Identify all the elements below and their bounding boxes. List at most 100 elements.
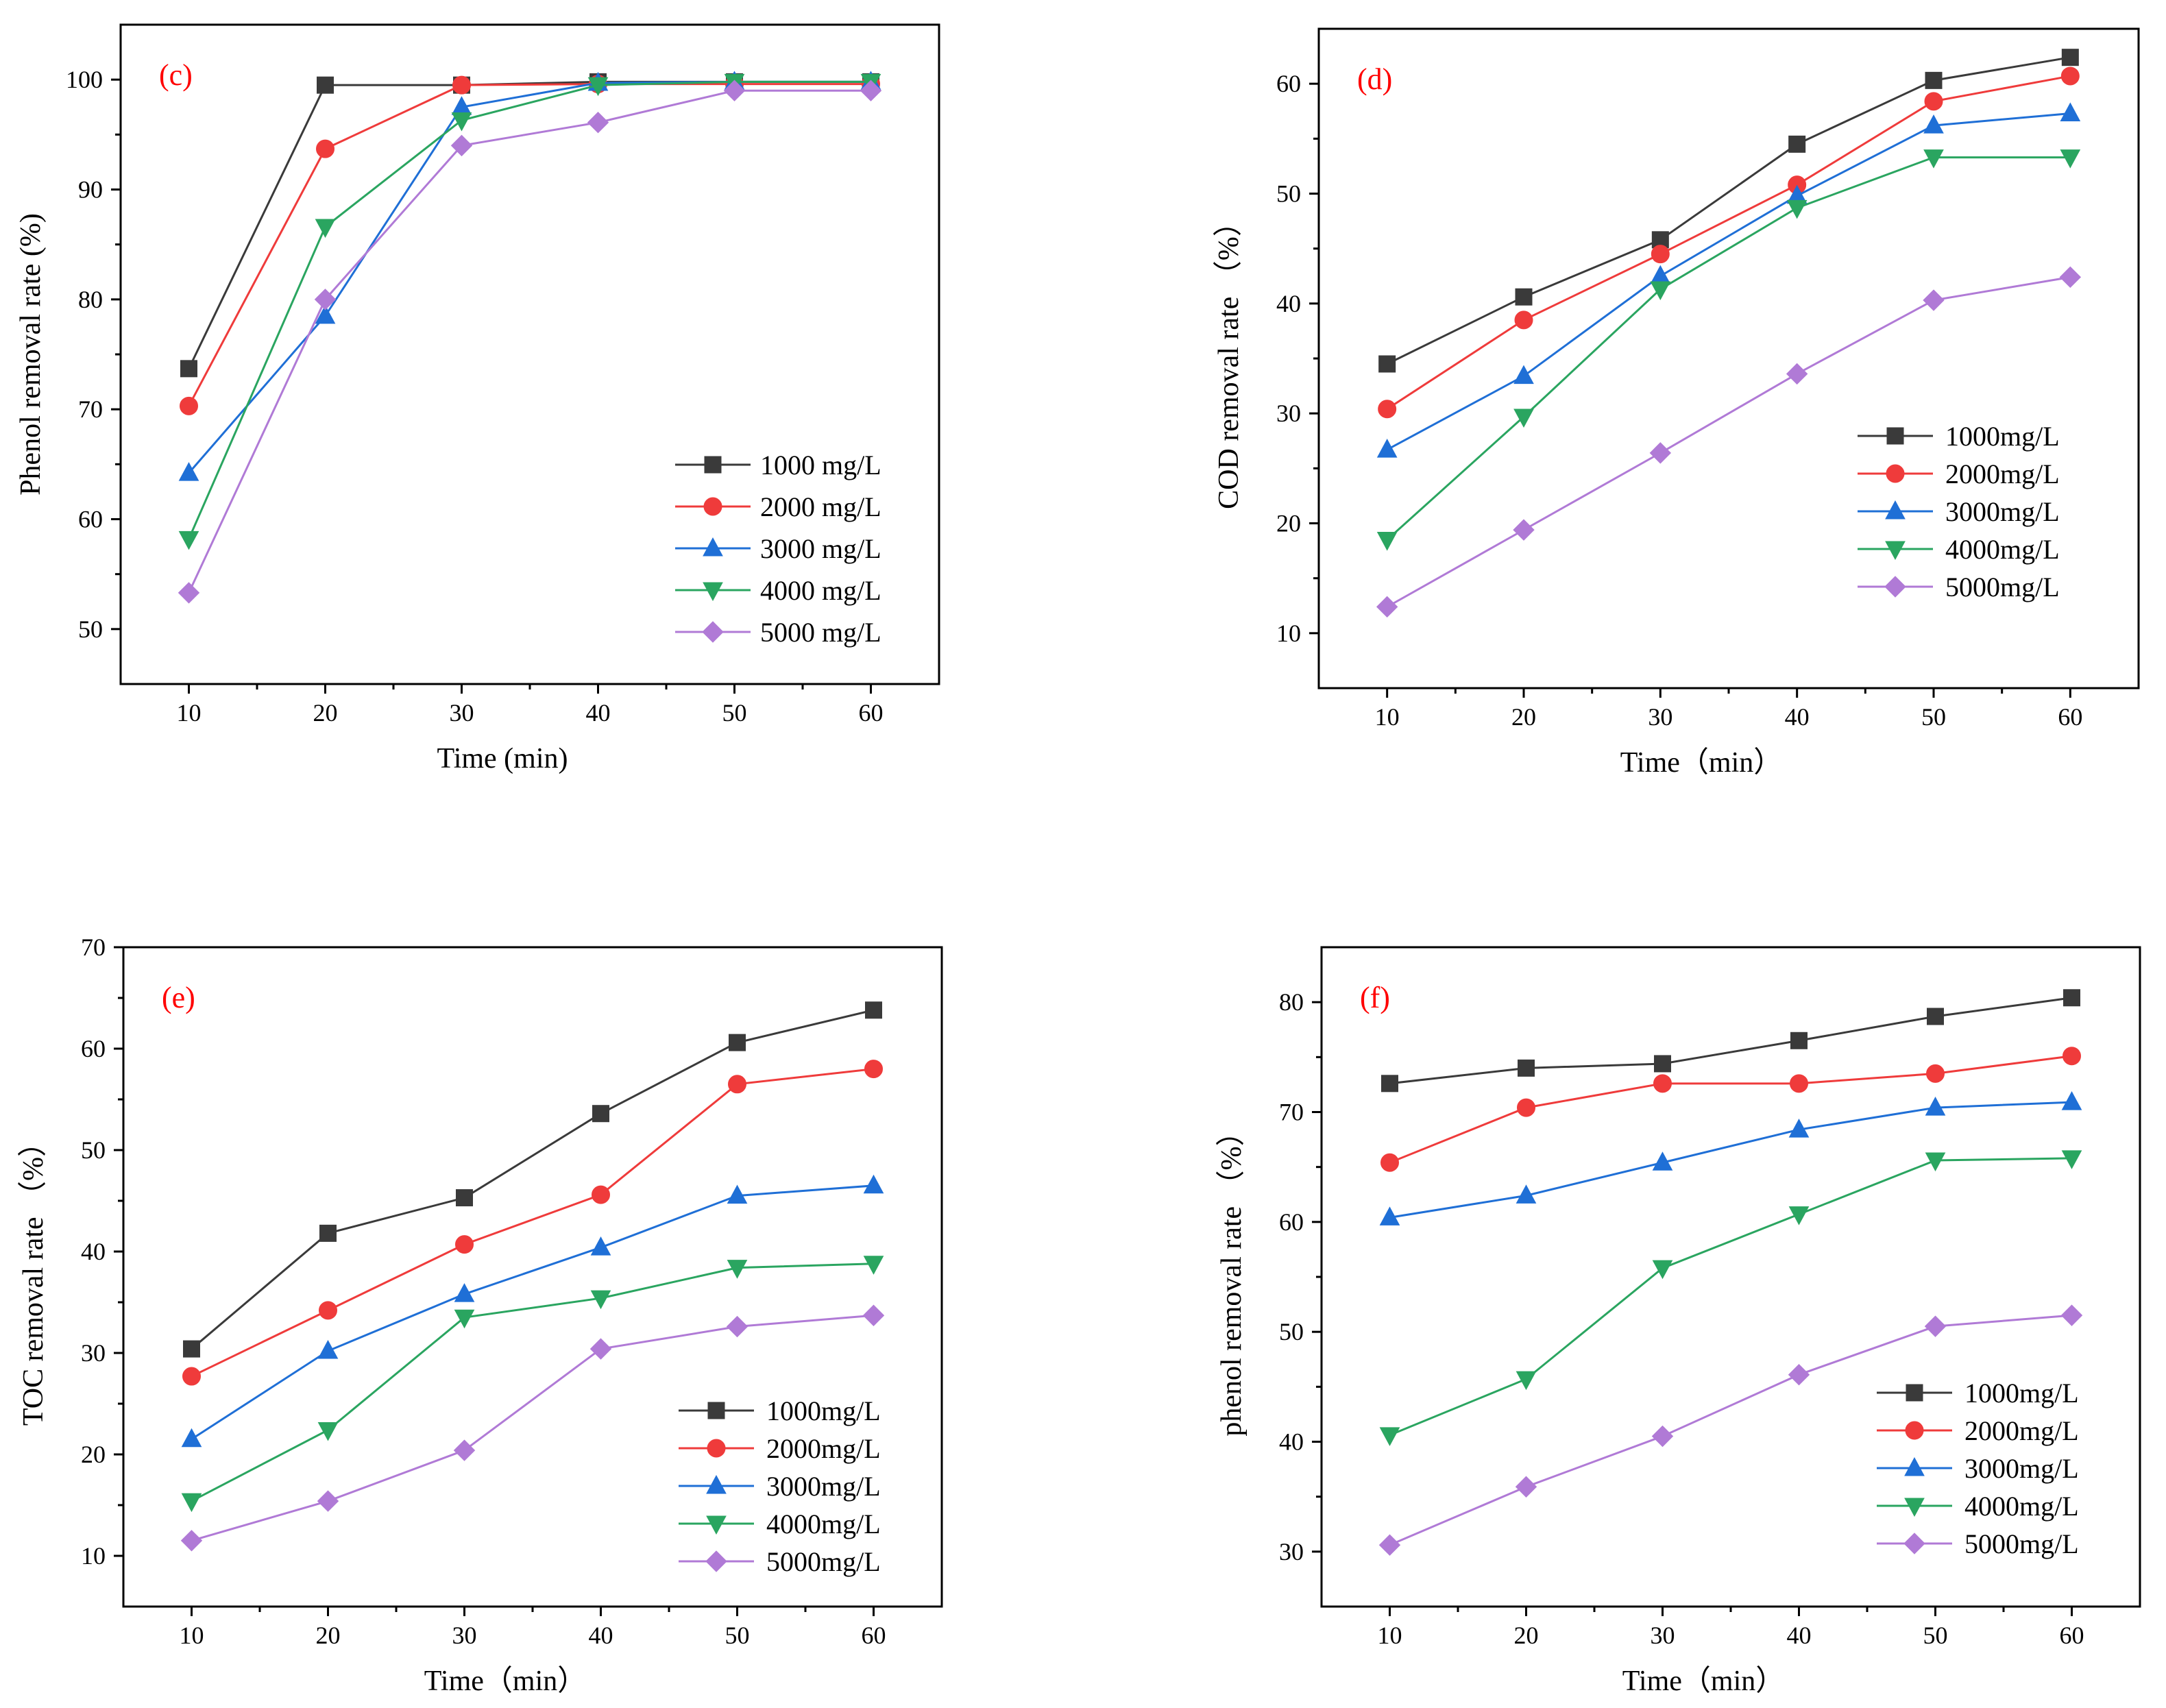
legend-marker — [1904, 1456, 1925, 1476]
series-5 — [1378, 1304, 2083, 1556]
data-point — [1376, 439, 1398, 458]
y-tick-label: 70 — [81, 934, 106, 961]
x-tick-label: 40 — [1785, 703, 1810, 731]
x-axis-title: Time（min） — [1622, 1666, 1785, 1697]
data-point — [587, 77, 609, 97]
panel-label: (d) — [1357, 62, 1392, 96]
data-point — [2063, 989, 2080, 1007]
x-axis-title: Time（min） — [1620, 747, 1783, 779]
data-point — [590, 1290, 611, 1310]
legend-label: 3000 mg/L — [760, 533, 881, 564]
data-point — [2059, 266, 2082, 289]
series-1 — [1378, 49, 2079, 373]
data-point — [1376, 596, 1398, 618]
series-line — [1387, 56, 2071, 365]
x-tick-label: 40 — [586, 699, 611, 727]
data-point — [863, 1256, 884, 1275]
series-3 — [1376, 102, 2081, 458]
data-point — [2062, 1047, 2081, 1066]
data-point — [860, 80, 882, 101]
data-point — [1513, 408, 1534, 428]
chart-panel-4: 10 20 30 40 50 60 30 40 50 60 70 80 Time（min） phenol … — [1216, 946, 2141, 1697]
series-5 — [178, 80, 882, 604]
y-tick-label: 30 — [81, 1339, 106, 1367]
y-tick-label: 40 — [81, 1238, 106, 1265]
data-point — [1515, 288, 1533, 306]
x-tick-label: 60 — [859, 699, 884, 727]
chart-panel-3: 10 20 30 40 50 60 10 20 30 40 50 60 70 Time（min） TOC r… — [18, 934, 943, 1697]
legend-marker — [1886, 464, 1905, 483]
x-tick-label: 10 — [1378, 1622, 1402, 1649]
data-point — [1790, 1074, 1808, 1093]
legend-label: 1000mg/L — [1945, 421, 2060, 452]
legend-label: 5000 mg/L — [760, 617, 881, 648]
data-point — [317, 76, 334, 94]
data-point — [1652, 1260, 1673, 1280]
y-tick-label: 60 — [78, 506, 103, 533]
chart-panel-1: 10 20 30 40 50 60 50 60 70 80 90 100 Time (min) Pheno… — [15, 23, 940, 774]
data-point — [180, 1530, 203, 1552]
series-line — [191, 1184, 874, 1441]
data-point — [728, 1075, 746, 1094]
data-point — [865, 1001, 882, 1019]
data-point — [314, 289, 337, 310]
data-point — [178, 462, 199, 481]
series-line — [188, 80, 871, 539]
series-line — [191, 1068, 874, 1378]
y-tick-label: 80 — [1279, 988, 1304, 1016]
series-4 — [181, 1256, 884, 1513]
data-point — [2060, 102, 2081, 121]
x-axis-title: Time (min) — [437, 743, 568, 774]
x-tick-label: 30 — [1651, 1622, 1675, 1649]
data-point — [1924, 1315, 1947, 1337]
series-line — [1386, 276, 2071, 608]
x-tick-label: 50 — [722, 699, 747, 727]
panel-label: (f) — [1360, 981, 1390, 1014]
data-point — [1925, 1097, 1946, 1116]
x-tick-label: 20 — [313, 699, 338, 727]
x-tick-label: 20 — [1511, 703, 1536, 731]
y-tick-label: 70 — [1279, 1099, 1304, 1126]
data-point — [1653, 1074, 1672, 1093]
series-2 — [182, 1060, 883, 1386]
data-point — [2060, 149, 2081, 169]
data-point — [2060, 66, 2080, 86]
panel-label: (c) — [159, 58, 193, 92]
legend-marker — [1904, 1498, 1925, 1517]
legend-marker — [706, 1474, 727, 1494]
x-tick-label: 60 — [2058, 703, 2082, 731]
y-axis-title: TOC removal rate （%） — [18, 1128, 49, 1426]
data-point — [723, 80, 746, 101]
data-point — [1788, 1206, 1810, 1225]
series-1 — [183, 1001, 882, 1358]
legend-label: 3000mg/L — [766, 1471, 881, 1502]
data-point — [1514, 310, 1533, 330]
y-tick-label: 20 — [1276, 510, 1301, 537]
data-point — [319, 1301, 337, 1320]
data-point — [1788, 1363, 1810, 1386]
data-point — [315, 219, 336, 239]
series-line — [1389, 1314, 2072, 1546]
x-tick-label: 10 — [177, 699, 202, 727]
series-3 — [181, 1174, 884, 1448]
data-point — [178, 582, 200, 604]
data-point — [1380, 1153, 1399, 1172]
legend-label: 2000mg/L — [766, 1433, 881, 1464]
data-point — [1651, 245, 1670, 264]
data-point — [315, 304, 336, 324]
data-point — [450, 134, 473, 157]
legend: 1000mg/L 2000mg/L 3000mg/L 4000mg/L 5000mg/L — [1877, 1378, 2079, 1559]
data-point — [456, 1189, 473, 1207]
data-point — [317, 1339, 339, 1359]
legend-label: 3000mg/L — [1945, 496, 2060, 527]
data-point — [1649, 442, 1672, 464]
data-point — [726, 1315, 749, 1338]
legend-label: 4000mg/L — [1945, 534, 2060, 565]
x-tick-label: 50 — [1923, 1622, 1948, 1649]
legend-marker — [703, 537, 723, 557]
x-tick-label: 50 — [725, 1622, 750, 1649]
series-line — [188, 89, 871, 594]
series-line — [1389, 1055, 2072, 1164]
